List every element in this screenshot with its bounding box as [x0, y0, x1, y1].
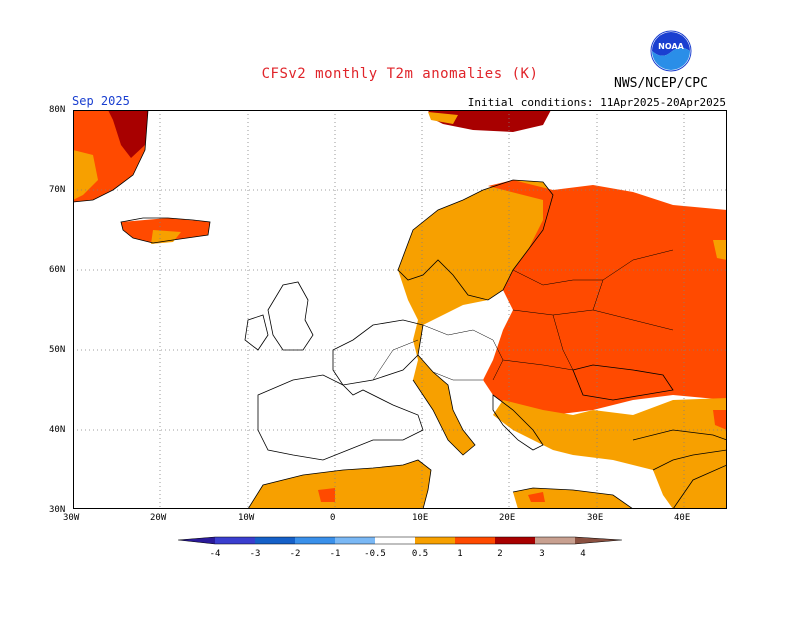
legend-label: -0.5 [364, 549, 386, 559]
color-legend: -4 -3 -2 -1 -0.5 0.5 1 2 3 4 [177, 536, 623, 559]
country-borders [372, 249, 674, 381]
legend-label: 3 [539, 549, 544, 559]
legend-swatch-1-05 [335, 537, 375, 544]
legend-swatch-gt-4 [575, 537, 622, 544]
legend-label: 2 [497, 549, 502, 559]
agency-label: NWS/NCEP/CPC [614, 76, 708, 91]
legend-swatch-1-2 [455, 537, 495, 544]
svalbard-anomaly [428, 110, 551, 132]
lon-label-10e: 10E [412, 513, 429, 523]
anomaly-map [73, 110, 727, 509]
legend-label: -4 [210, 549, 221, 559]
turkey-orange-anomaly [493, 398, 727, 488]
noaa-logo-icon: NOAA [650, 30, 692, 72]
lon-label-40e: 40E [674, 513, 691, 523]
map-title: CFSv2 monthly T2m anomalies (K) [261, 66, 539, 82]
legend-label: 1 [457, 549, 462, 559]
lon-label-20w: 20W [150, 513, 167, 523]
legend-swatch-2-1 [295, 537, 335, 544]
lon-label-0: 0 [330, 513, 336, 523]
lat-label-30n: 30N [49, 505, 66, 515]
legend-label: -2 [290, 549, 301, 559]
lat-label-40n: 40N [49, 425, 66, 435]
legend-label: -3 [250, 549, 261, 559]
north-africa-orange-anomaly [248, 460, 431, 509]
legend-swatch-neutral [375, 537, 415, 544]
legend-swatch-2-3 [495, 537, 535, 544]
coastlines [73, 110, 727, 509]
lon-label-20e: 20E [499, 513, 516, 523]
lon-label-30w: 30W [63, 513, 80, 523]
svg-text:NOAA: NOAA [658, 42, 684, 51]
lat-label-60n: 60N [49, 265, 66, 275]
lat-label-70n: 70N [49, 185, 66, 195]
lon-label-10w: 10W [238, 513, 255, 523]
iceland-anomaly [121, 218, 210, 243]
legend-swatch-3-4 [535, 537, 575, 544]
lat-label-80n: 80N [49, 105, 66, 115]
legend-swatch-4-3 [215, 537, 255, 544]
middle-east-orange-anomaly [653, 455, 727, 509]
forecast-period: Sep 2025 [72, 94, 130, 108]
legend-label: 4 [580, 549, 585, 559]
legend-swatch-05-1 [415, 537, 455, 544]
initial-conditions: Initial conditions: 11Apr2025-20Apr2025 [467, 96, 726, 109]
legend-swatch-lt-4 [178, 537, 215, 544]
lat-label-50n: 50N [49, 345, 66, 355]
legend-label: -1 [330, 549, 341, 559]
lon-label-30e: 30E [587, 513, 604, 523]
anomaly-fields [73, 110, 727, 509]
east-europe-red-anomaly [483, 180, 727, 415]
legend-swatch-3-2 [255, 537, 295, 544]
legend-label: 0.5 [412, 549, 428, 559]
